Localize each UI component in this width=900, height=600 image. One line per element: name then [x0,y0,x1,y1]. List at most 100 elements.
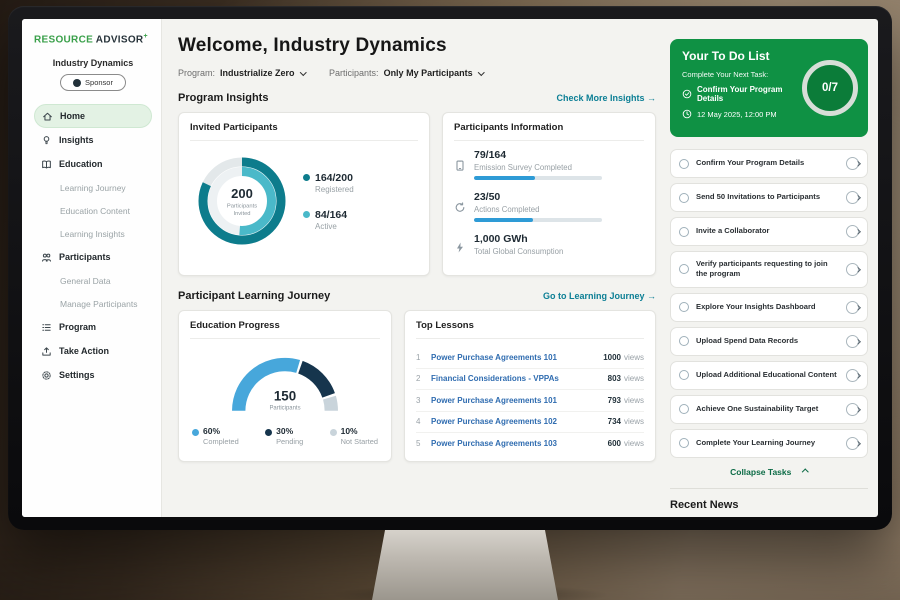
task-open-button[interactable] [846,436,861,450]
sponsor-badge: Sponsor [60,74,126,92]
participants-select[interactable]: Participants: Only My Participants [329,68,485,78]
logo-secondary: ADVISOR [95,34,144,46]
sidebar-item-education-content[interactable]: Education Content [34,199,152,222]
task-list: Confirm Your Program Details Send 50 Inv… [670,149,868,458]
lesson-link[interactable]: Financial Considerations - VPPAs [431,374,559,384]
lightbulb-icon [41,135,52,146]
sidebar-item-label: Program [59,322,97,333]
donut-center-value: 200 [231,186,253,201]
card-title: Top Lessons [416,320,644,339]
sidebar-nav: Home Insights Education Learning Journey… [34,104,152,387]
check-more-insights-link[interactable]: Check More Insights → [556,93,656,103]
sidebar-item-settings[interactable]: Settings [34,363,152,387]
task-item[interactable]: Explore Your Insights Dashboard [670,292,868,322]
task-label: Upload Additional Educational Content [696,369,837,379]
task-open-button[interactable] [846,191,861,204]
sidebar-item-learning-insights[interactable]: Learning Insights [34,222,152,245]
task-checkbox[interactable] [679,158,689,169]
task-item[interactable]: Confirm Your Program Details [670,149,868,178]
todo-header-card: Your To Do List Complete Your Next Task:… [670,39,868,137]
task-open-button[interactable] [846,334,861,348]
task-checkbox[interactable] [679,370,689,380]
sidebar-item-program[interactable]: Program [34,315,152,339]
sidebar-item-label: Settings [59,370,95,381]
sidebar-item-insights[interactable]: Insights [34,128,152,152]
sidebar-item-general-data[interactable]: General Data [34,269,152,292]
task-item[interactable]: Upload Additional Educational Content [670,360,868,390]
logo-primary: RESOURCE [34,34,94,46]
sidebar-item-learning-journey[interactable]: Learning Journey [34,176,152,199]
collapse-tasks-link[interactable]: Collapse Tasks [670,467,868,477]
todo-due-label: 12 May 2025, 12:00 PM [697,109,777,119]
link-label: Go to Learning Journey [542,291,645,301]
go-to-learning-journey-link[interactable]: Go to Learning Journey → [543,291,656,301]
home-icon [42,111,53,122]
sidebar-item-home[interactable]: Home [34,104,152,129]
lesson-row: 4 Power Purchase Agreements 102 734 view… [416,412,644,433]
sidebar-item-label: Education [59,159,103,170]
task-open-button[interactable] [846,157,861,170]
task-checkbox[interactable] [679,192,689,203]
legend-item: 164/200 Registered [303,172,354,194]
legend-item: 10% Not Started [329,426,378,446]
task-item[interactable]: Upload Spend Data Records [670,326,868,356]
arrow-right-icon: → [647,93,656,103]
sponsor-icon [73,78,82,87]
org-name: Industry Dynamics [52,58,134,69]
lesson-link[interactable]: Power Purchase Agreements 103 [431,439,557,449]
chevron-right-icon [855,161,861,167]
participants-information-card: Participants Information 79/164 Emission… [442,112,656,276]
lesson-views: 734 [607,417,621,427]
task-open-button[interactable] [846,300,861,314]
todo-next-task[interactable]: Confirm Your Program Details [682,85,800,103]
program-label: Program: [178,68,216,78]
legend-label: Completed [203,437,239,446]
legend-dot [329,428,337,436]
insights-cards: Invited Participants 200 Participants In… [178,112,656,276]
lesson-link[interactable]: Power Purchase Agreements 102 [431,417,557,427]
sidebar-item-education[interactable]: Education [34,152,152,176]
task-open-button[interactable] [846,262,861,276]
sidebar-item-participants[interactable]: Participants [34,245,152,269]
task-open-button[interactable] [846,368,861,382]
task-checkbox[interactable] [679,336,689,346]
task-open-button[interactable] [846,402,861,416]
sidebar-item-label: Manage Participants [60,298,138,309]
task-checkbox[interactable] [679,302,689,312]
lesson-views-suffix: views [623,439,644,449]
participants-value: Only My Participants [383,68,473,78]
task-checkbox[interactable] [679,226,689,237]
task-checkbox[interactable] [679,264,689,275]
stat-row: 23/50 Actions Completed [454,191,644,222]
legend-label: Active [315,221,337,231]
participants-label: Participants: [329,68,379,78]
task-item[interactable]: Verify participants requesting to join t… [670,251,868,288]
stat-value: 79/164 [474,149,507,161]
chevron-right-icon [855,195,861,201]
book-icon [41,159,52,170]
task-open-button[interactable] [846,225,861,238]
people-icon [41,252,52,263]
section-title: Program Insights [178,92,269,104]
lesson-link[interactable]: Power Purchase Agreements 101 [431,395,557,405]
sidebar-item-label: Education Content [60,205,130,216]
program-select[interactable]: Program: Industrialize Zero [178,68,306,78]
task-checkbox[interactable] [679,438,689,448]
donut-legend: 164/200 Registered 84/164 Active [303,172,354,231]
task-item[interactable]: Complete Your Learning Journey [670,428,868,458]
task-label: Complete Your Learning Journey [696,437,816,447]
task-item[interactable]: Invite a Collaborator [670,217,868,246]
legend-dot [303,173,310,181]
stat-row: 1,000 GWh Total Global Consumption [454,233,644,260]
sidebar-item-label: Home [60,111,86,122]
card-title: Invited Participants [190,122,418,141]
sidebar-item-take-action[interactable]: Take Action [34,339,152,363]
legend-label: Not Started [340,437,378,446]
lesson-row: 1 Power Purchase Agreements 101 1000 vie… [416,347,644,369]
task-checkbox[interactable] [679,404,689,414]
lesson-link[interactable]: Power Purchase Agreements 101 [431,352,557,362]
legend-value: 84/164 [315,208,348,221]
task-item[interactable]: Send 50 Invitations to Participants [670,183,868,212]
task-item[interactable]: Achieve One Sustainability Target [670,394,868,424]
sidebar-item-manage-participants[interactable]: Manage Participants [34,292,152,315]
